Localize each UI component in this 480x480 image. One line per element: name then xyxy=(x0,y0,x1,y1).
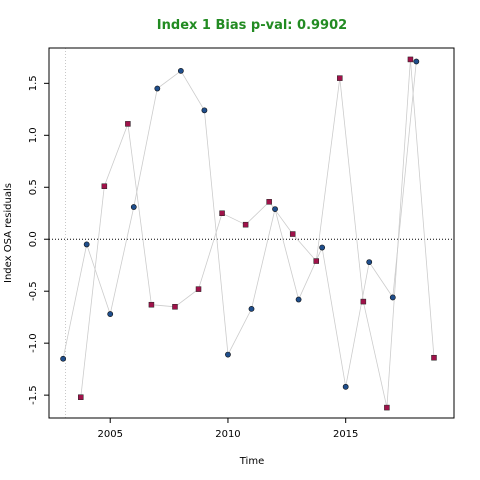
series-2-point xyxy=(101,183,108,189)
series-1-point xyxy=(107,311,114,317)
series-1-point xyxy=(272,206,278,212)
y-tick-label: 1.0 xyxy=(28,127,39,143)
series-1-point xyxy=(130,204,137,210)
y-tick-label: -1.0 xyxy=(28,333,39,353)
y-tick-label: 1.5 xyxy=(28,75,39,91)
series-2-point xyxy=(337,75,343,81)
series-1-point xyxy=(366,259,373,266)
y-axis-label: Index OSA residuals xyxy=(3,183,14,283)
series-1-point xyxy=(60,355,67,362)
series-2-point xyxy=(172,304,178,310)
y-tick-label: -1.5 xyxy=(28,385,39,405)
series-2-point xyxy=(360,298,367,305)
series-2-point xyxy=(219,210,225,217)
x-axis-label: Time xyxy=(239,456,264,467)
x-tick-label: 2005 xyxy=(97,429,122,440)
series-1-line xyxy=(62,61,417,387)
y-tick-label: 0.5 xyxy=(28,179,39,195)
series-2-point xyxy=(78,394,84,400)
series-1-point xyxy=(389,294,396,301)
y-tick-label: -0.5 xyxy=(28,281,39,301)
series-1-point xyxy=(319,244,326,251)
series-1-point xyxy=(295,296,302,303)
series-1-point xyxy=(248,305,255,312)
series-2-point xyxy=(125,121,131,127)
series-2-point xyxy=(242,221,249,228)
series-1-point xyxy=(225,351,231,358)
series-1-point xyxy=(342,383,349,390)
series-2-point xyxy=(266,199,272,205)
series-2-line xyxy=(80,59,435,408)
series-2-point xyxy=(313,258,320,264)
series-1-point xyxy=(177,67,184,74)
chart-title: Index 1 Bias p-val: 0.9902 xyxy=(157,18,347,33)
series-1-point xyxy=(413,58,420,65)
series-2-point xyxy=(195,286,202,292)
series-2-point xyxy=(148,301,155,308)
x-tick-label: 2010 xyxy=(215,429,240,440)
plot-frame xyxy=(48,47,455,419)
series-2-point xyxy=(384,404,390,411)
series-1-point xyxy=(201,107,208,114)
series-1-point xyxy=(154,85,161,92)
series-2-point xyxy=(407,56,414,63)
series-2-point xyxy=(431,354,437,361)
x-tick-label: 2015 xyxy=(333,429,358,440)
y-tick-label: 0.0 xyxy=(28,231,39,247)
series-1-point xyxy=(83,241,90,248)
series-2-point xyxy=(289,231,296,237)
